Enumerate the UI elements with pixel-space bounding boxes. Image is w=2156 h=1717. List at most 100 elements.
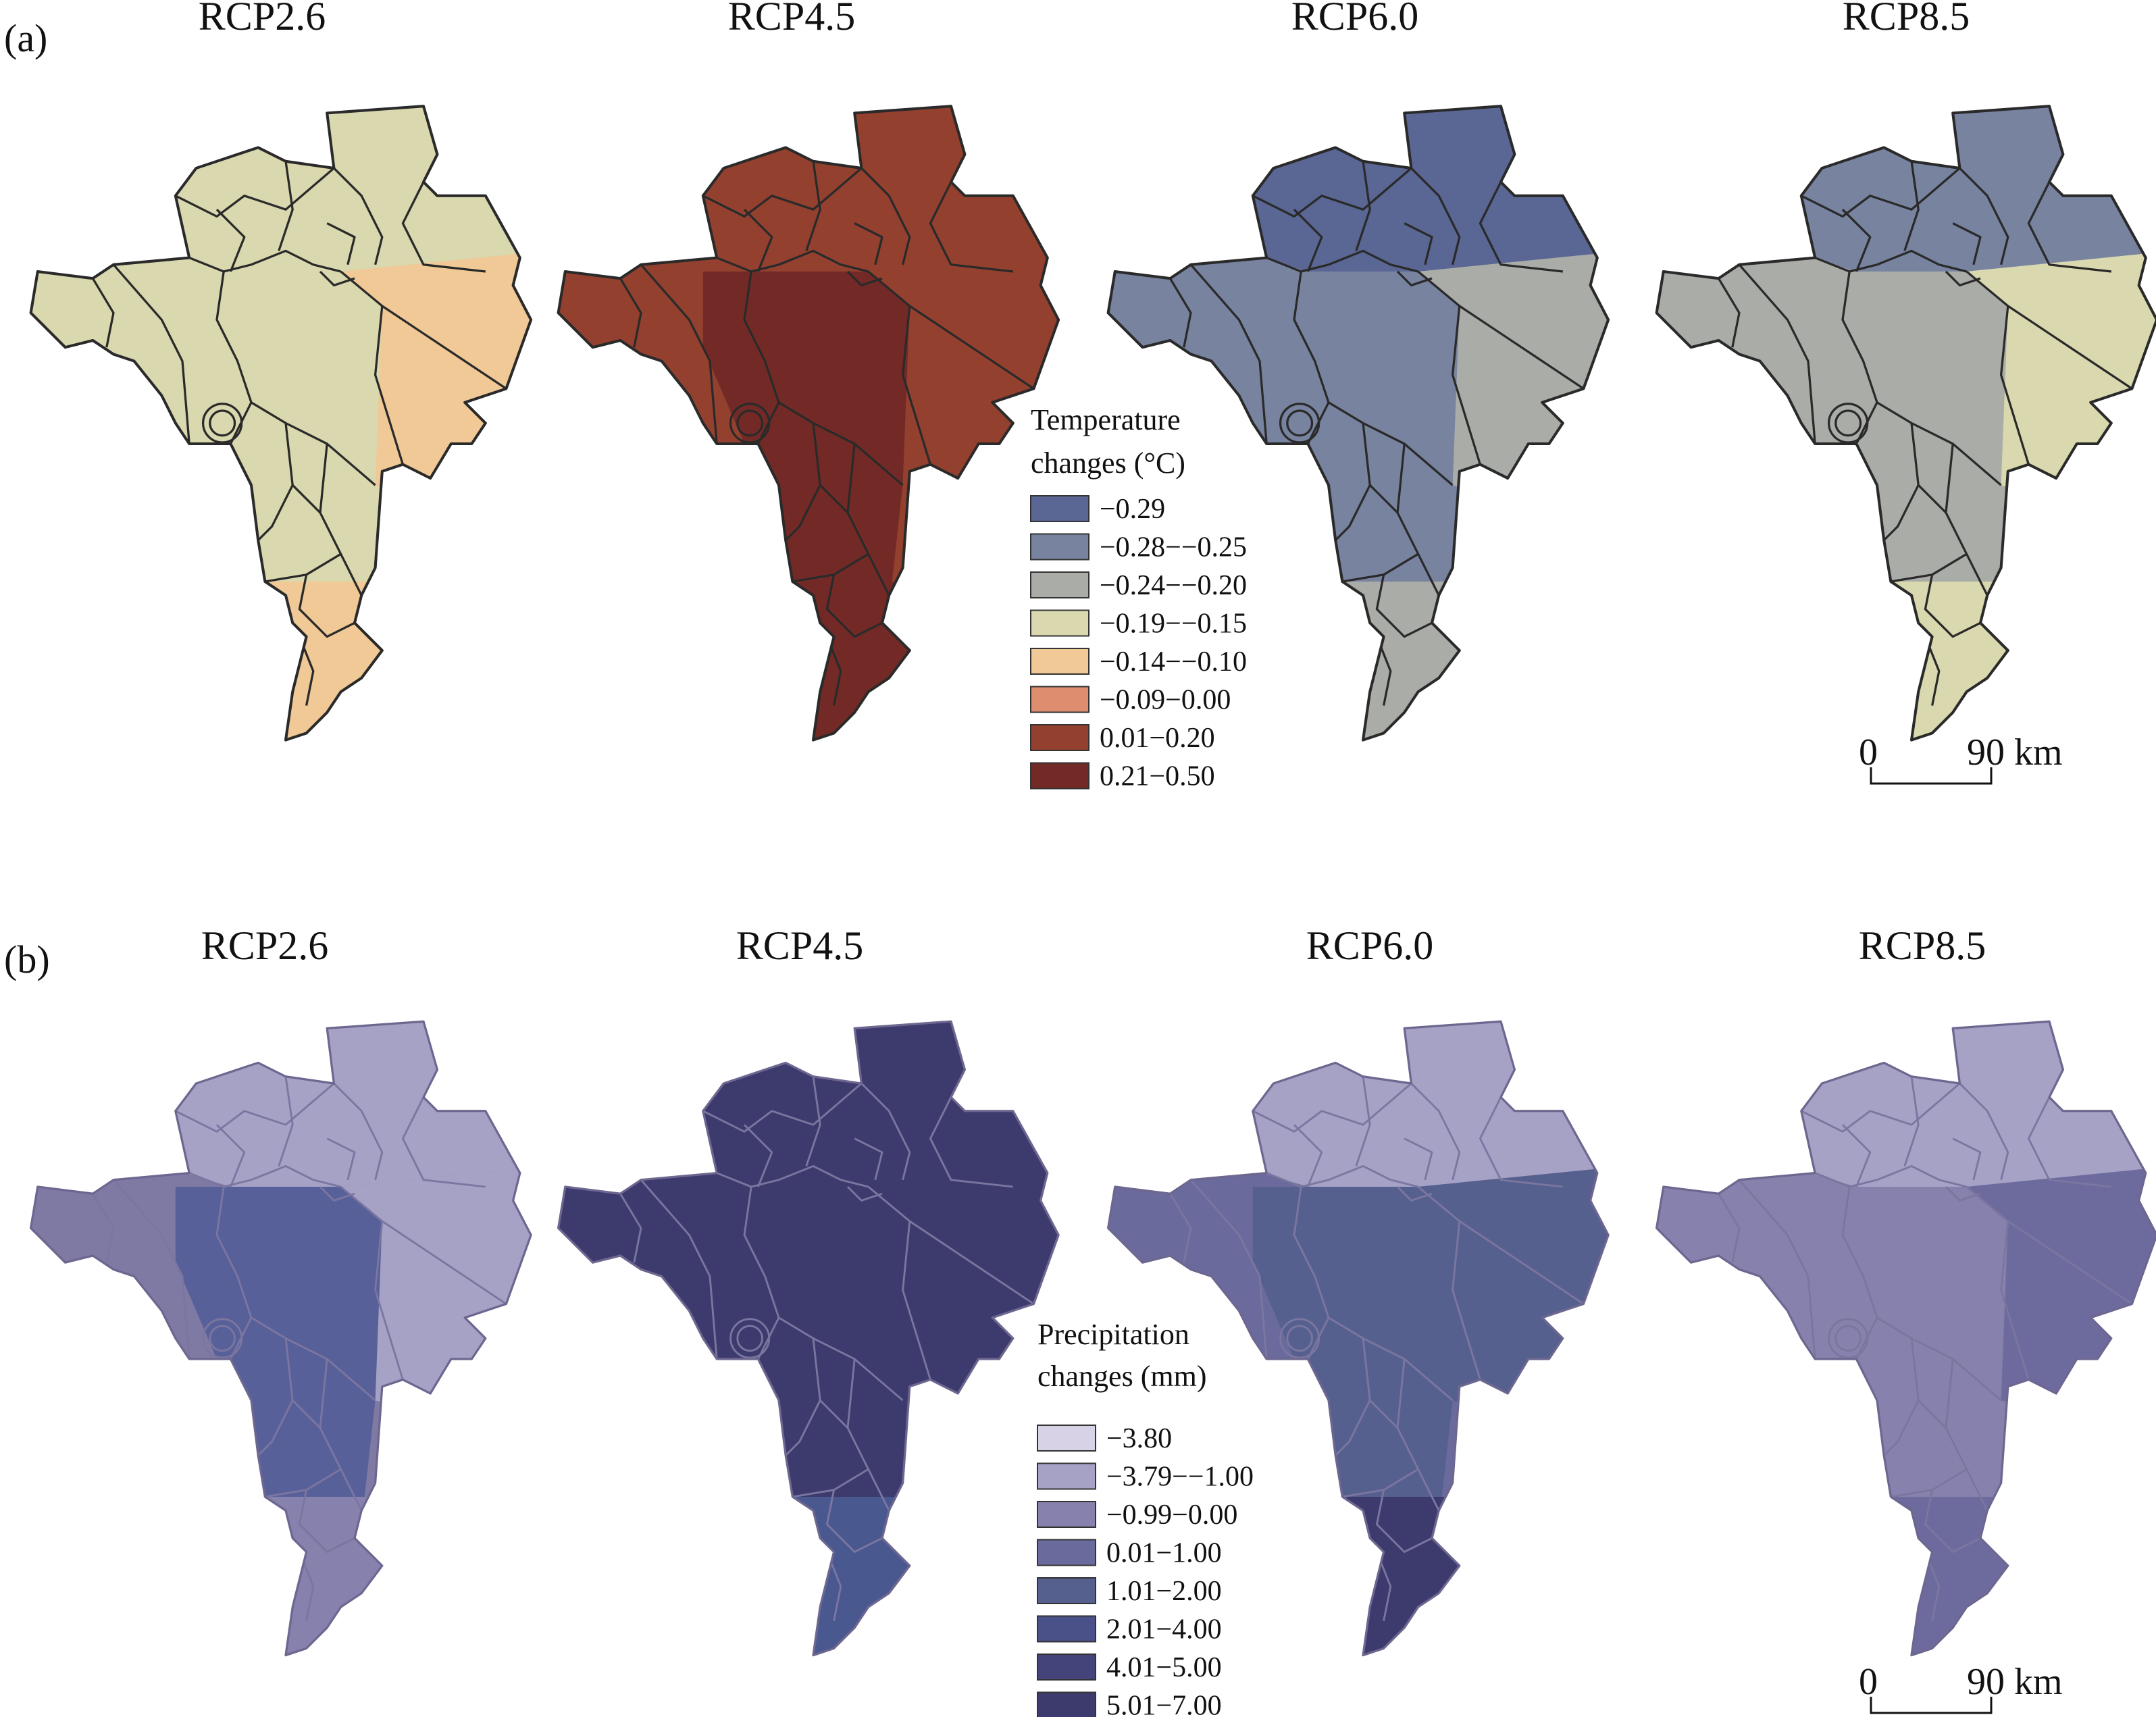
- legend-swatch: [1037, 1462, 1096, 1490]
- district-boundary: [1266, 1164, 1418, 1188]
- district-boundary: [1834, 409, 1862, 437]
- district-boundary: [619, 278, 642, 348]
- district-boundary: [785, 423, 821, 541]
- district-boundary: [1417, 1185, 1585, 1305]
- district-boundary: [1945, 1185, 1981, 1202]
- district-boundary: [1417, 270, 1585, 390]
- district-boundary: [846, 443, 890, 596]
- district-boundary: [619, 1193, 642, 1263]
- district-boundary: [1279, 403, 1320, 444]
- scale-bar-a: 0 90 km: [1859, 732, 2063, 785]
- map-a-rcp85: [1655, 105, 2156, 742]
- district-boundary: [1279, 1318, 1320, 1359]
- district-boundary: [1883, 1338, 1920, 1456]
- region-outline: [1655, 105, 2156, 742]
- legend-item-label: −3.79−−1.00: [1106, 1462, 1254, 1493]
- scale-bar-b: 0 90 km: [1859, 1661, 2063, 1714]
- district-zone-center: [1801, 1187, 2008, 1524]
- district-boundary: [1718, 1193, 1741, 1263]
- legend-swatch: [1037, 1691, 1096, 1717]
- district-boundary: [1966, 1185, 2133, 1305]
- district-boundary: [1369, 484, 1399, 514]
- legend-item-label: −0.09−0.00: [1100, 685, 1231, 716]
- district-boundary: [209, 409, 236, 437]
- district-zones: [619, 1021, 1059, 1656]
- scale-end-label: 90 km: [1967, 732, 2063, 773]
- district-zones: [1169, 1021, 1609, 1656]
- district-zone-center: [175, 272, 382, 609]
- district-boundary: [1293, 1124, 1323, 1187]
- district-boundary: [319, 443, 363, 596]
- legend-swatch: [1037, 1654, 1096, 1681]
- district-boundary: [854, 1137, 883, 1181]
- district-zone-north: [1239, 106, 1609, 272]
- map-b-rcp60: [1106, 1020, 1610, 1657]
- district-boundary: [1841, 209, 1872, 272]
- district-boundary: [1404, 1137, 1433, 1181]
- district-boundary: [1479, 181, 1563, 273]
- district-boundary: [401, 1096, 486, 1188]
- district-boundary: [846, 1185, 883, 1202]
- district-zone-south: [771, 581, 951, 740]
- district-boundary: [1918, 484, 1947, 514]
- legend-swatch: [1030, 724, 1089, 751]
- legend-item-label: 1.01−2.00: [1106, 1576, 1222, 1607]
- district-boundary: [1828, 1318, 1869, 1359]
- district-boundary: [1738, 263, 1816, 444]
- legend-item-label: −0.19−−0.15: [1100, 609, 1247, 640]
- district-boundary: [743, 271, 814, 424]
- legend-swatch: [1030, 648, 1089, 675]
- district-zone-center: [702, 272, 910, 609]
- district-boundary: [846, 1358, 890, 1512]
- district-boundary: [1945, 443, 1988, 596]
- district-boundary: [1452, 1221, 1481, 1381]
- district-zones: [1718, 106, 2156, 740]
- district-boundary: [333, 1082, 384, 1181]
- district-boundary: [1945, 1358, 1988, 1512]
- district-boundary: [257, 423, 294, 541]
- map-b-rcp85: [1655, 1020, 2156, 1657]
- district-boundary: [1801, 167, 1961, 218]
- district-boundary: [1841, 1124, 1872, 1187]
- district-boundary: [1169, 1193, 1192, 1263]
- legend-swatch: [1030, 686, 1089, 713]
- legend-swatch: [1037, 1615, 1096, 1643]
- district-boundary: [319, 270, 355, 287]
- district-boundary: [640, 263, 718, 444]
- district-boundary: [729, 1318, 771, 1359]
- district-boundary: [1952, 222, 1982, 265]
- district-zone-center: [175, 1187, 382, 1524]
- district-boundary: [326, 1137, 356, 1181]
- district-boundary: [2027, 1096, 2111, 1188]
- district-boundary: [1883, 423, 1920, 541]
- district-boundary: [1410, 1082, 1461, 1181]
- district-boundary: [861, 1082, 911, 1181]
- region-outline: [29, 1020, 532, 1657]
- district-boundary: [2027, 181, 2111, 273]
- district-boundary: [333, 167, 384, 265]
- scenario-title-a-rcp60: RCP6.0: [1291, 0, 1418, 39]
- legend-temperature: Temperature changes (°C) −0.29 −0.28−−0.2…: [1030, 403, 1247, 792]
- district-boundary: [805, 1076, 821, 1167]
- legend-swatch: [1037, 1577, 1096, 1604]
- district-boundary: [702, 1082, 863, 1133]
- legend-item-label: −0.99−0.00: [1106, 1500, 1237, 1531]
- district-boundary: [1924, 1489, 1981, 1554]
- district-boundary: [1801, 1082, 1961, 1133]
- district-zone-south: [1321, 1496, 1501, 1656]
- district-zone-north: [689, 1021, 1059, 1187]
- region-outline: [557, 1020, 1060, 1657]
- district-zones: [92, 106, 532, 740]
- district-boundary: [736, 1325, 763, 1352]
- district-boundary: [1375, 1489, 1433, 1554]
- legend-title-line2: changes (mm): [1037, 1360, 1206, 1393]
- scale-bar-line: [1870, 767, 1993, 785]
- scenario-title-b-rcp85: RCP8.5: [1859, 923, 1986, 968]
- district-boundary: [1814, 249, 1967, 273]
- legend-precipitation: Precipitation changes (mm) −3.80 −3.79−−1…: [1037, 1318, 1254, 1717]
- district-boundary: [867, 270, 1035, 390]
- district-boundary: [340, 270, 507, 390]
- scenario-title-b-rcp45: RCP4.5: [736, 923, 863, 968]
